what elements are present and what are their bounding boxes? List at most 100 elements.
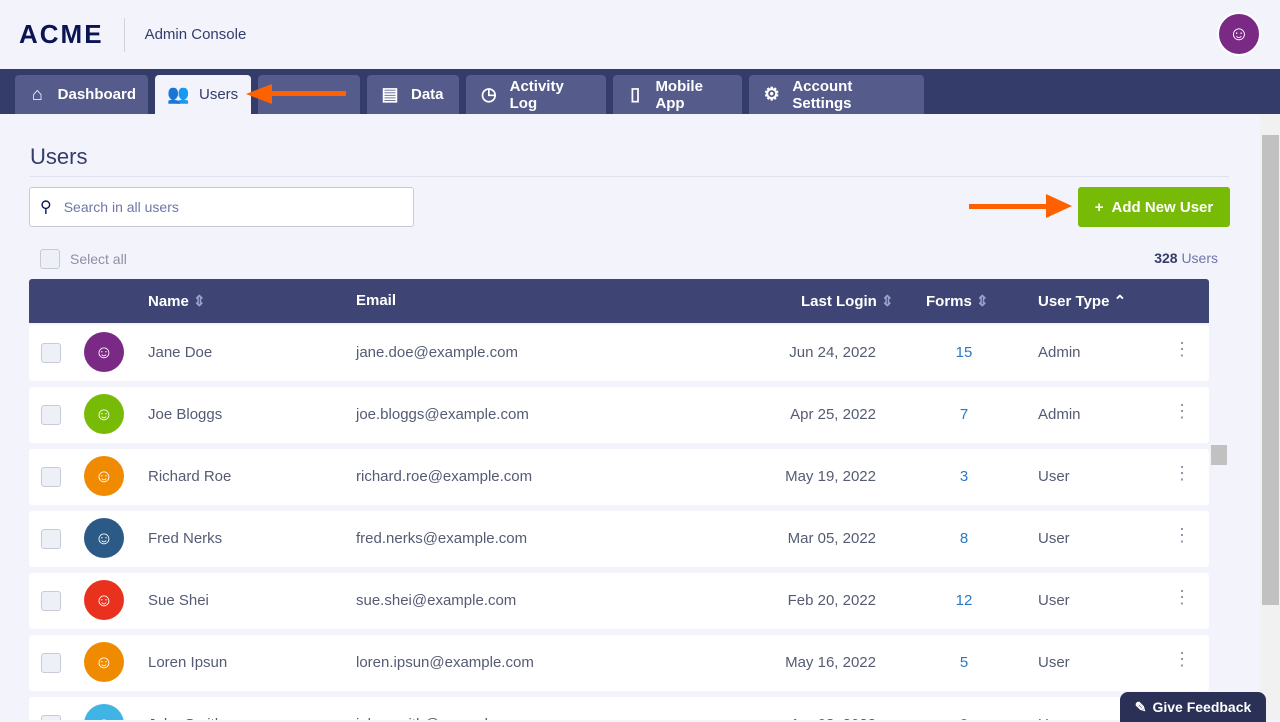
table-row[interactable]: ☺ Sue Shei sue.shei@example.com Feb 20, … xyxy=(29,573,1209,629)
search-input[interactable]: ⚲ Search in all users xyxy=(29,187,414,227)
user-email: john.smith@example.com xyxy=(356,716,529,720)
forms-count-link[interactable]: 8 xyxy=(959,530,969,547)
table-row[interactable]: ☺ Jane Doe jane.doe@example.com Jun 24, … xyxy=(29,325,1209,381)
col-label: Forms xyxy=(926,293,972,310)
top-bar: ACME Admin Console xyxy=(0,0,1280,69)
last-login: May 19, 2022 xyxy=(785,468,876,485)
row-checkbox[interactable] xyxy=(41,653,61,673)
avatar: ☺ xyxy=(84,518,124,558)
sort-icon: ⇕ xyxy=(976,293,989,310)
row-checkbox[interactable] xyxy=(41,343,61,363)
select-all-checkbox[interactable] xyxy=(40,249,60,269)
table-row[interactable]: ☺ Richard Roe richard.roe@example.com Ma… xyxy=(29,449,1209,505)
avatar: ☺ xyxy=(84,704,124,720)
nav-tabs: ⌂ Dashboard 👥 Users ▤ Data ◷ Activity Log ▯ M… xyxy=(0,69,1280,114)
tab-account-settings[interactable]: ⚙ Account Settings xyxy=(749,75,924,114)
user-email: fred.nerks@example.com xyxy=(356,530,528,547)
tab-dashboard[interactable]: ⌂ Dashboard xyxy=(15,75,148,114)
user-email: loren.ipsun@example.com xyxy=(356,654,534,671)
row-checkbox[interactable] xyxy=(41,715,61,720)
forms-count-link[interactable]: 12 xyxy=(955,592,973,609)
tab-mobile-app[interactable]: ▯ Mobile App xyxy=(613,75,742,114)
table-row[interactable]: ☺ Fred Nerks fred.nerks@example.com Mar … xyxy=(29,511,1209,567)
row-checkbox[interactable] xyxy=(41,591,61,611)
col-label: User Type xyxy=(1038,293,1110,310)
last-login: Mar 05, 2022 xyxy=(787,530,876,547)
tab-label: Account Settings xyxy=(792,77,853,112)
divider xyxy=(123,17,125,52)
table-row[interactable]: ☺ Loren Ipsun loren.ipsun@example.com Ma… xyxy=(29,635,1209,691)
forms-count-link[interactable]: 5 xyxy=(959,654,969,671)
gear-icon: ⚙ xyxy=(763,84,780,104)
user-name: Loren Ipsun xyxy=(148,654,228,671)
tab-label: Users xyxy=(199,86,239,103)
forms-count-link[interactable]: 7 xyxy=(959,406,969,423)
annotation-arrow xyxy=(258,91,346,96)
more-options-icon[interactable]: ⋮ xyxy=(1173,401,1191,421)
user-name: Fred Nerks xyxy=(148,530,223,547)
avatar: ☺ xyxy=(84,642,124,682)
col-forms[interactable]: Forms ⇕ xyxy=(926,292,989,310)
select-all-label: Select all xyxy=(70,251,127,267)
more-options-icon[interactable]: ⋮ xyxy=(1173,339,1191,359)
table-scrollbar[interactable] xyxy=(1210,279,1229,720)
forms-count-link[interactable]: 15 xyxy=(955,344,973,361)
search-icon: ⚲ xyxy=(40,199,52,216)
more-options-icon[interactable]: ⋮ xyxy=(1173,649,1191,669)
give-feedback-button[interactable]: ✎ Give Feedback xyxy=(1120,692,1266,722)
user-count: 328 Users xyxy=(1154,250,1218,266)
tab-label: Mobile App xyxy=(655,77,703,112)
count-label: Users xyxy=(1181,250,1218,266)
last-login: Apr 08, 2022 xyxy=(790,716,876,720)
col-email: Email xyxy=(356,292,397,309)
more-options-icon[interactable]: ⋮ xyxy=(1173,587,1191,607)
col-last-login[interactable]: Last Login ⇕ xyxy=(801,292,894,310)
acme-logo: ACME xyxy=(19,19,104,49)
row-checkbox[interactable] xyxy=(41,405,61,425)
tab-users[interactable]: 👥 Users xyxy=(155,75,251,114)
user-type: Admin xyxy=(1038,344,1081,361)
tab-label: Dashboard xyxy=(57,86,136,103)
last-login: Apr 25, 2022 xyxy=(790,406,876,423)
last-login: Jun 24, 2022 xyxy=(789,344,876,361)
user-type: User xyxy=(1038,468,1070,485)
col-label: Name xyxy=(148,293,189,310)
feedback-label: Give Feedback xyxy=(1152,699,1252,715)
sort-icon: ⇕ xyxy=(193,293,206,310)
page-scrollbar-thumb[interactable] xyxy=(1262,135,1279,605)
last-login: May 16, 2022 xyxy=(785,654,876,671)
table-scrollbar-thumb[interactable] xyxy=(1211,445,1227,465)
tab-activity-log[interactable]: ◷ Activity Log xyxy=(466,75,606,114)
user-table: ☺ Jane Doe jane.doe@example.com Jun 24, … xyxy=(29,323,1209,720)
sort-asc-icon: ⌃ xyxy=(1113,293,1127,310)
user-name: Jane Doe xyxy=(148,344,213,361)
user-email: jane.doe@example.com xyxy=(356,344,518,361)
user-type: User xyxy=(1038,654,1070,671)
table-row[interactable]: ☺ John Smith john.smith@example.com Apr … xyxy=(29,697,1209,720)
table-header: Name ⇕ Email Last Login ⇕ Forms ⇕ User T… xyxy=(29,279,1209,323)
row-checkbox[interactable] xyxy=(41,467,61,487)
row-checkbox[interactable] xyxy=(41,529,61,549)
forms-count-link[interactable]: 3 xyxy=(959,468,969,485)
select-all[interactable]: Select all xyxy=(40,249,127,269)
tab-data[interactable]: ▤ Data xyxy=(367,75,459,114)
avatar: ☺ xyxy=(84,332,124,372)
user-name: Richard Roe xyxy=(148,468,232,485)
col-user-type[interactable]: User Type ⌃ xyxy=(1038,292,1126,310)
user-name: John Smith xyxy=(148,716,223,720)
forms-count-link[interactable]: 9 xyxy=(949,716,979,720)
more-options-icon[interactable]: ⋮ xyxy=(1173,463,1191,483)
add-new-user-button[interactable]: + Add New User xyxy=(1078,187,1230,227)
avatar: ☺ xyxy=(84,456,124,496)
user-email: richard.roe@example.com xyxy=(356,468,533,485)
users-icon: 👥 xyxy=(167,84,190,104)
col-label: Last Login xyxy=(801,293,877,310)
col-name[interactable]: Name ⇕ xyxy=(148,292,206,310)
user-avatar[interactable]: ☺ xyxy=(1217,12,1261,56)
count-value: 328 xyxy=(1154,250,1178,266)
table-row[interactable]: ☺ Joe Bloggs joe.bloggs@example.com Apr … xyxy=(29,387,1209,443)
avatar: ☺ xyxy=(84,394,124,434)
add-button-label: Add New User xyxy=(1111,198,1214,216)
more-options-icon[interactable]: ⋮ xyxy=(1173,525,1191,545)
tab-label: Activity Log xyxy=(509,77,564,112)
